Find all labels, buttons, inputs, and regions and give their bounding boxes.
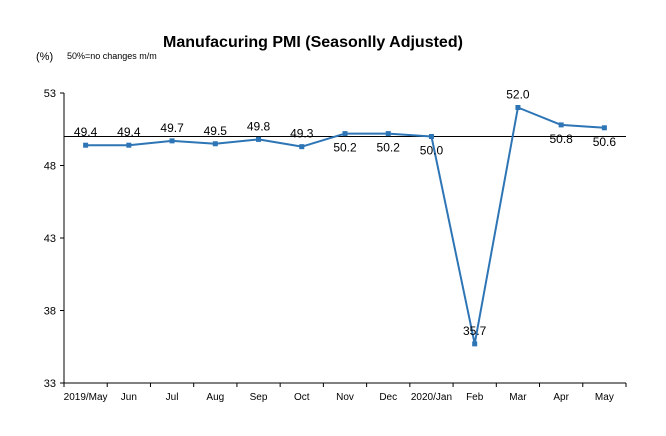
x-tick-label: Jul — [166, 392, 179, 403]
x-tick-label: Nov — [336, 392, 354, 403]
data-label: 49.3 — [290, 127, 314, 141]
data-point — [83, 142, 89, 148]
data-label: 49.5 — [204, 124, 228, 138]
chart-axes: 33 38 43 48 53 2019/May Jun Jul Aug Sep Oct Nov Dec 2… — [44, 88, 627, 403]
data-label: 50.6 — [593, 135, 617, 149]
x-tick-label: Apr — [553, 392, 569, 403]
data-point — [385, 131, 391, 137]
y-tick-label: 48 — [44, 161, 56, 173]
x-tick-label: Oct — [294, 392, 310, 403]
data-label: 50.2 — [333, 141, 357, 155]
data-label: 52.0 — [506, 88, 530, 102]
x-tick-label: Aug — [206, 392, 224, 403]
data-label: 35.7 — [463, 324, 487, 338]
data-label: 49.8 — [247, 119, 271, 133]
data-point — [299, 144, 305, 150]
data-label: 50.2 — [377, 141, 401, 155]
x-tick-label: Mar — [509, 392, 527, 403]
data-point — [169, 138, 175, 144]
data-label: 49.4 — [117, 125, 141, 139]
data-label: 49.4 — [74, 125, 98, 139]
data-point — [515, 105, 521, 110]
series-group — [83, 105, 607, 347]
x-tick-label: Jun — [121, 392, 137, 403]
data-point — [256, 136, 262, 142]
data-point — [601, 125, 607, 131]
x-tick-label: 2019/May — [64, 392, 108, 403]
x-tick-label: Sep — [250, 392, 268, 403]
data-label: 49.7 — [160, 121, 184, 135]
data-point — [342, 131, 348, 137]
y-tick-label: 33 — [44, 378, 56, 390]
x-tick-label: May — [595, 392, 614, 403]
data-label: 50.8 — [549, 132, 573, 146]
y-tick-label: 38 — [44, 306, 56, 318]
y-tick-label: 53 — [44, 88, 56, 100]
x-tick-label: Dec — [379, 392, 397, 403]
data-point — [428, 134, 434, 139]
data-point — [472, 341, 478, 347]
data-point — [558, 122, 564, 128]
y-tick-label: 43 — [44, 233, 56, 245]
y-axis-unit: (%) — [36, 51, 53, 63]
data-label: 50.0 — [420, 144, 444, 158]
data-point — [126, 142, 132, 148]
data-labels-group: 49.4 49.4 49.7 49.5 49.8 49.3 50.2 50.2 50.0 35.7… — [74, 88, 616, 338]
chart-note: 50%=no changes m/m — [67, 51, 157, 61]
x-tick-label: Feb — [466, 392, 484, 403]
chart-title: Manufacuring PMI (Seasonlly Adjusted) — [163, 34, 463, 51]
data-point — [212, 141, 218, 147]
x-tick-label: 2020/Jan — [411, 392, 452, 403]
